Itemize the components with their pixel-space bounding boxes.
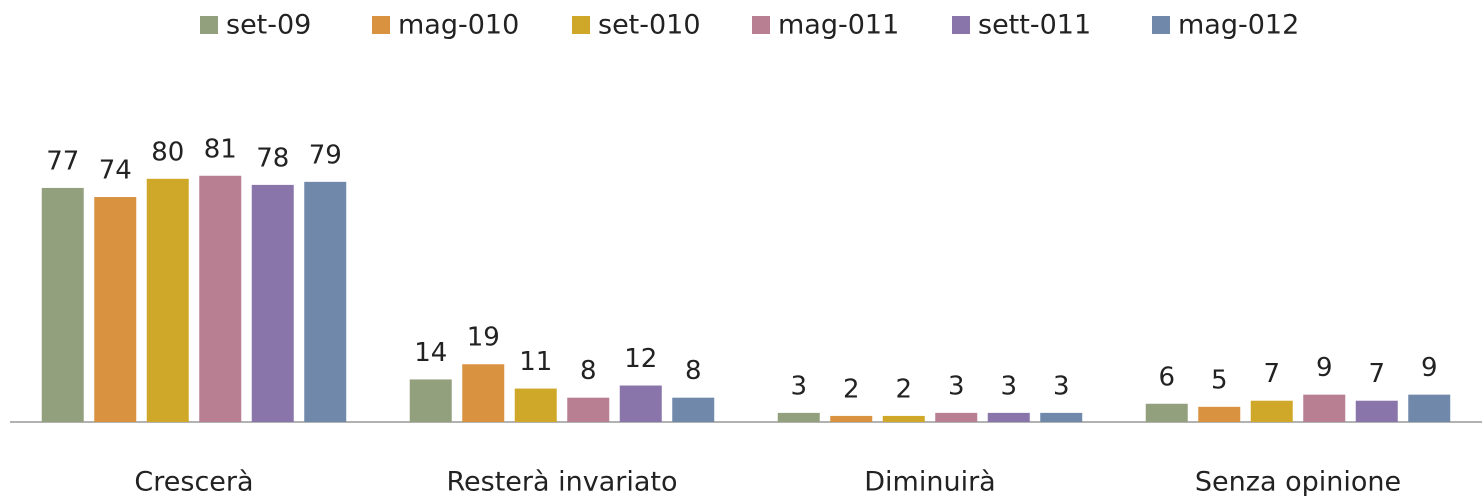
data-label: 78 bbox=[256, 143, 289, 173]
bar bbox=[1408, 394, 1451, 422]
legend-label: mag-010 bbox=[398, 10, 519, 41]
bar bbox=[94, 197, 137, 422]
data-label: 14 bbox=[414, 338, 447, 368]
bar bbox=[1040, 412, 1083, 422]
data-label: 11 bbox=[519, 347, 552, 377]
bar bbox=[777, 412, 820, 422]
bar bbox=[567, 397, 610, 422]
bar bbox=[251, 184, 294, 422]
bar bbox=[1250, 400, 1293, 422]
bar bbox=[619, 385, 662, 422]
legend-swatch bbox=[1152, 16, 1170, 34]
legend-swatch bbox=[572, 16, 590, 34]
data-label: 3 bbox=[790, 371, 807, 401]
x-tick-label: Crescerà bbox=[134, 467, 253, 498]
data-label: 7 bbox=[1368, 359, 1385, 389]
data-label: 5 bbox=[1211, 365, 1228, 395]
x-tick-label: Resterà invariato bbox=[446, 467, 677, 498]
bar bbox=[409, 379, 452, 422]
data-label: 7 bbox=[1263, 359, 1280, 389]
legend-swatch bbox=[952, 16, 970, 34]
bar bbox=[935, 412, 978, 422]
data-label: 80 bbox=[151, 137, 184, 167]
bar bbox=[987, 412, 1030, 422]
data-label: 81 bbox=[204, 134, 237, 164]
data-label: 9 bbox=[1316, 353, 1333, 383]
bar bbox=[672, 397, 715, 422]
data-label: 19 bbox=[467, 323, 500, 353]
bar bbox=[830, 415, 873, 422]
bar bbox=[146, 178, 189, 422]
data-label: 2 bbox=[843, 374, 860, 404]
legend-swatch bbox=[752, 16, 770, 34]
legend-label: set-010 bbox=[598, 10, 701, 41]
data-label: 3 bbox=[1053, 371, 1070, 401]
x-tick-label: Senza opinione bbox=[1195, 467, 1401, 498]
data-label: 77 bbox=[46, 146, 79, 176]
data-label: 6 bbox=[1158, 362, 1175, 392]
bar bbox=[882, 415, 925, 422]
bar bbox=[1355, 400, 1398, 422]
legend-label: set-09 bbox=[226, 10, 311, 41]
bar bbox=[462, 364, 505, 422]
data-label: 8 bbox=[685, 356, 702, 386]
bar bbox=[199, 175, 242, 422]
legend-label: sett-011 bbox=[978, 10, 1091, 41]
bar bbox=[1198, 406, 1241, 422]
bar bbox=[304, 181, 347, 422]
x-tick-label: Diminuirà bbox=[864, 467, 995, 498]
legend-label: mag-012 bbox=[1178, 10, 1299, 41]
bar bbox=[41, 187, 84, 422]
bar bbox=[514, 388, 557, 422]
data-label: 9 bbox=[1421, 353, 1438, 383]
data-label: 3 bbox=[948, 371, 965, 401]
bar bbox=[1303, 394, 1346, 422]
bar bbox=[1145, 403, 1188, 422]
data-label: 79 bbox=[309, 140, 342, 170]
legend-label: mag-011 bbox=[778, 10, 899, 41]
data-label: 8 bbox=[580, 356, 597, 386]
data-label: 74 bbox=[99, 156, 132, 186]
legend-swatch bbox=[372, 16, 390, 34]
data-label: 12 bbox=[624, 344, 657, 374]
legend-swatch bbox=[200, 16, 218, 34]
data-label: 3 bbox=[1000, 371, 1017, 401]
data-label: 2 bbox=[895, 374, 912, 404]
